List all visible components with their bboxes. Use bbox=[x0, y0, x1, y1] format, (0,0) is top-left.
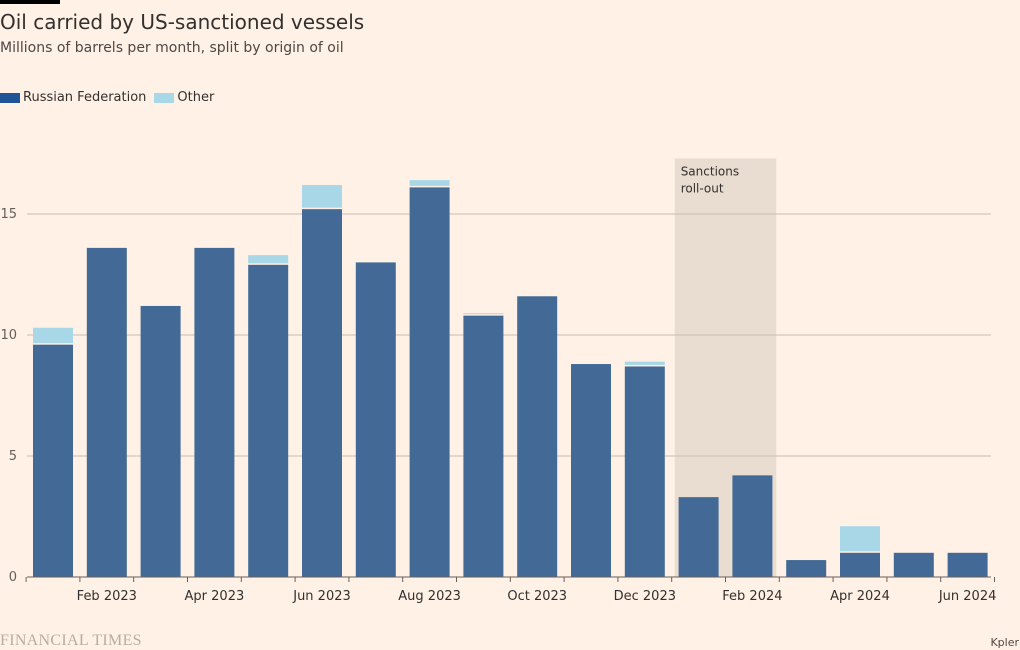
source-credit: Kpler bbox=[990, 636, 1019, 649]
chart-title: Oil carried by US-sanctioned vessels bbox=[0, 10, 365, 34]
annotation-text-line: Sanctions bbox=[681, 164, 739, 178]
x-tick-label: Jun 2023 bbox=[292, 589, 351, 604]
bar-russian-federation bbox=[517, 296, 558, 577]
legend-label-other: Other bbox=[177, 90, 215, 105]
bar-russian-federation bbox=[248, 264, 289, 577]
bar-russian-federation bbox=[33, 344, 73, 577]
y-tick-label: 10 bbox=[0, 328, 17, 343]
bar-other bbox=[840, 526, 880, 552]
ft-brand-logo: FINANCIAL TIMES bbox=[0, 632, 142, 649]
x-tick-label: Jun 2024 bbox=[938, 589, 997, 604]
bar-other bbox=[302, 184, 342, 208]
legend-item-russian: Russian Federation bbox=[0, 90, 146, 105]
bar-other bbox=[33, 327, 73, 344]
legend-item-other: Other bbox=[154, 90, 214, 105]
bar-other bbox=[624, 361, 665, 365]
annotation-text-line: roll-out bbox=[681, 181, 724, 195]
chart-legend: Russian Federation Other bbox=[0, 90, 222, 105]
bar-russian-federation bbox=[840, 552, 880, 577]
x-tick-label: Feb 2023 bbox=[77, 589, 137, 604]
x-tick-label: Aug 2023 bbox=[398, 589, 461, 604]
bar-russian-federation bbox=[624, 366, 665, 577]
brand-accent-bar bbox=[0, 0, 60, 4]
bar-russian-federation bbox=[140, 305, 181, 577]
bar-other bbox=[248, 255, 289, 264]
legend-swatch-russian bbox=[0, 92, 20, 103]
bar-russian-federation bbox=[409, 187, 450, 577]
bar-russian-federation bbox=[947, 552, 988, 577]
y-tick-label: 0 bbox=[9, 570, 17, 585]
x-tick-label: Apr 2023 bbox=[185, 589, 245, 604]
bar-russian-federation bbox=[302, 209, 342, 577]
bar-russian-federation bbox=[678, 497, 719, 577]
bar-russian-federation bbox=[732, 475, 773, 577]
bar-russian-federation bbox=[786, 560, 827, 577]
legend-label-russian: Russian Federation bbox=[23, 90, 147, 105]
bar-russian-federation bbox=[355, 262, 396, 577]
y-tick-label: 5 bbox=[9, 449, 17, 464]
bar-other bbox=[463, 313, 504, 315]
chart-subtitle: Millions of barrels per month, split by … bbox=[0, 40, 344, 56]
x-tick-label: Dec 2023 bbox=[614, 589, 676, 604]
x-tick-label: Feb 2024 bbox=[722, 589, 782, 604]
bar-russian-federation bbox=[86, 247, 127, 577]
bar-other bbox=[409, 180, 450, 186]
y-tick-label: 15 bbox=[0, 207, 17, 222]
bar-russian-federation bbox=[463, 315, 504, 577]
bar-russian-federation bbox=[571, 364, 611, 577]
bar-russian-federation bbox=[194, 247, 235, 577]
legend-swatch-other bbox=[154, 92, 175, 103]
x-tick-label: Apr 2024 bbox=[830, 589, 890, 604]
x-tick-label: Oct 2023 bbox=[507, 589, 567, 604]
bar-russian-federation bbox=[893, 552, 934, 577]
